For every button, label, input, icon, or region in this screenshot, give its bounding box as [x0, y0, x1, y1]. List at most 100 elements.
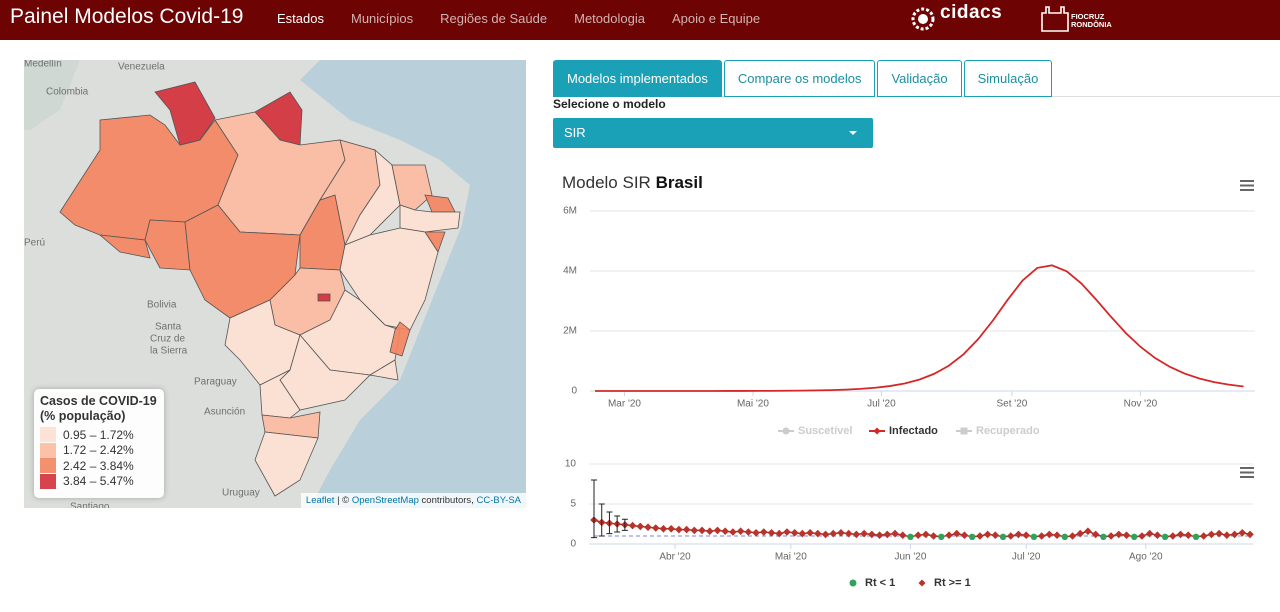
marker [1199, 532, 1208, 540]
legend-title: (% população) [40, 409, 126, 423]
attribution-link[interactable]: CC-BY-SA [476, 495, 521, 506]
marker [844, 529, 853, 538]
marker [1022, 531, 1030, 539]
marker [1138, 532, 1146, 540]
marker [868, 530, 876, 539]
legend-label[interactable]: Rt >= 1 [934, 577, 971, 589]
legend-marker [849, 579, 857, 587]
y-tick-label: 2M [563, 326, 577, 337]
state[interactable] [254, 431, 319, 497]
states [59, 81, 461, 497]
error-bar [598, 503, 605, 537]
marker [945, 531, 953, 539]
marker [682, 525, 691, 534]
marker [1145, 529, 1154, 538]
legend-label[interactable]: Recuperado [976, 425, 1040, 437]
x-tick-label: Set '20 [997, 399, 1028, 410]
error-bar [614, 515, 621, 533]
x-tick-label: Mai '20 [737, 399, 769, 410]
marker [721, 527, 729, 535]
marker [898, 531, 907, 539]
legend-item: 2.42 – 3.84% [40, 458, 158, 474]
marker [837, 529, 845, 537]
nav-link[interactable]: Municípios [350, 11, 414, 26]
state[interactable] [261, 411, 321, 439]
marker [752, 529, 760, 537]
cidacs-icon [911, 7, 935, 31]
legend-label[interactable]: Rt < 1 [865, 577, 895, 589]
x-tick-label: Mar '20 [608, 399, 641, 410]
place-label: Asunción [204, 407, 245, 418]
marker [651, 524, 660, 532]
tab[interactable]: Modelos implementados [553, 60, 722, 97]
attribution-link[interactable]: OpenStreetMap [351, 495, 419, 506]
state[interactable] [391, 164, 433, 211]
marker [744, 528, 753, 536]
navbar: Painel Modelos Covid-19 Estados Município… [0, 0, 1280, 40]
x-tick-label: Jul '20 [1012, 552, 1041, 563]
nav-link[interactable]: Regiões de Saúde [440, 11, 548, 26]
state[interactable] [144, 219, 191, 271]
marker [644, 523, 652, 531]
marker [1192, 533, 1200, 540]
place-label: Bolivia [147, 300, 177, 311]
error-bar [591, 479, 597, 539]
marker [698, 526, 706, 535]
tab[interactable]: Compare os modelos [723, 60, 876, 97]
state[interactable] [98, 234, 151, 259]
menu-button[interactable] [1240, 180, 1254, 191]
marker [1084, 527, 1092, 535]
marker [1176, 530, 1185, 539]
state[interactable] [389, 321, 411, 357]
attribution-text: contributors, [421, 495, 474, 506]
legend-label[interactable]: Infectado [889, 425, 938, 437]
marker [1131, 533, 1138, 540]
marker [1238, 529, 1247, 537]
legend-swatch [40, 473, 56, 489]
legend-label[interactable]: Suscetível [798, 425, 852, 437]
logo-line: FIOCRUZ [1071, 12, 1105, 21]
marker [860, 529, 868, 538]
legend-swatch [40, 442, 56, 458]
marker [1045, 530, 1054, 539]
marker [907, 533, 914, 540]
state[interactable] [154, 81, 216, 146]
x-tick-label: Jul '20 [867, 399, 896, 410]
state[interactable] [317, 293, 331, 302]
x-tick-label: Nov '20 [1124, 399, 1158, 410]
nav-link[interactable]: Estados [277, 11, 324, 26]
marker [798, 529, 807, 538]
sir-chart: Modelo SIR Brasil 0 2M 4M 6M Mar '20 Mai '20 J… [562, 173, 1255, 437]
legend-title: Casos de COVID-19 [40, 394, 157, 408]
marker [1153, 531, 1162, 539]
marker [1215, 529, 1223, 538]
marker [829, 529, 838, 538]
legend-marker [782, 427, 790, 435]
state[interactable] [368, 359, 399, 381]
nav-link[interactable]: Metodologia [574, 11, 645, 26]
menu-button[interactable] [1240, 467, 1254, 478]
attribution-link[interactable]: Leaflet [305, 495, 335, 506]
app-title[interactable]: Painel Modelos Covid-19 [10, 5, 244, 28]
nav-link[interactable]: Apoio e Equipe [671, 11, 761, 26]
y-tick-label: 0 [570, 539, 576, 550]
region [24, 60, 80, 130]
series-line [595, 264, 1244, 392]
tab[interactable]: Simulação [963, 60, 1053, 97]
rt-chart: 0 5 10 Abr '20 Mai '20 Jun '20 Jul '20 Ago '20 R… [565, 459, 1254, 589]
marker [938, 533, 945, 540]
marker [952, 529, 961, 538]
place-label: Cruz de [150, 334, 185, 345]
caret [849, 131, 857, 135]
legend-swatch [40, 458, 56, 474]
tab[interactable]: Validação [877, 60, 962, 97]
marker [852, 530, 861, 539]
model-select[interactable]: SIR [553, 118, 873, 148]
legend-label: 1.72 – 2.42% [63, 443, 134, 458]
y-tick-label: 10 [565, 459, 577, 470]
attribution-text: | © [337, 495, 350, 506]
marker [775, 529, 784, 538]
marker [1169, 532, 1177, 540]
marker [1037, 532, 1046, 540]
